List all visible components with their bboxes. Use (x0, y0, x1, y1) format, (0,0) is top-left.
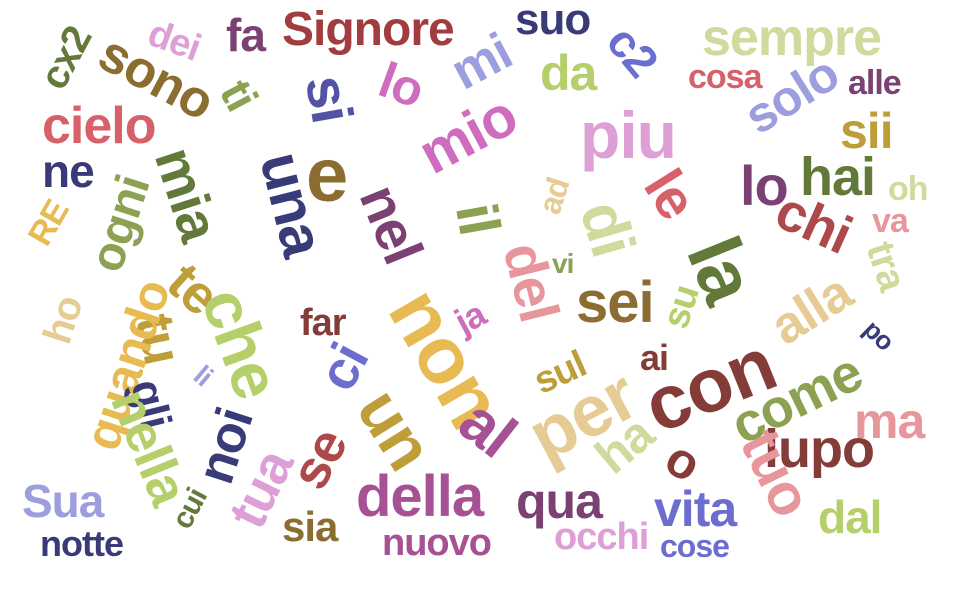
word-22: lo (740, 154, 789, 217)
word-18: piu (580, 98, 677, 172)
word-78: occhi (554, 516, 649, 558)
word-44: far (300, 302, 347, 344)
word-32: ogni (79, 169, 161, 279)
word-11: mi (441, 22, 521, 102)
word-10: lo (371, 51, 431, 119)
word-7: cx2 (31, 19, 101, 97)
word-34: di (566, 193, 648, 264)
word-19: mio (408, 82, 528, 187)
word-74: Sua (22, 475, 104, 527)
word-79: notte (40, 523, 124, 564)
word-13: cosa (688, 58, 762, 96)
word-35: RE (20, 193, 77, 253)
word-24: oh (888, 170, 929, 208)
word-0: Signore (282, 3, 455, 56)
word-15: cielo (42, 97, 156, 155)
word-43: ho (35, 290, 92, 350)
word-41: sei (576, 270, 655, 335)
word-37: tra (857, 236, 915, 296)
word-71: della (356, 464, 484, 529)
word-25: mia (142, 139, 232, 249)
word-2: suo (515, 0, 591, 44)
word-77: sia (282, 503, 338, 550)
word-21: ne (42, 145, 95, 197)
word-51: ci (306, 333, 381, 401)
word-59: ma (854, 393, 925, 449)
word-47: po (857, 313, 901, 357)
word-14: alle (848, 64, 902, 102)
word-1: fa (226, 9, 266, 61)
word-46: alla (760, 263, 862, 357)
word-3: sempre (702, 9, 882, 67)
word-5: c2 (596, 15, 669, 87)
word-73: vita (654, 481, 737, 537)
word-52: ai (640, 337, 669, 378)
word-31: va (872, 202, 909, 240)
word-28: il (442, 198, 513, 240)
word-81: cose (660, 528, 730, 564)
word-20: e (306, 133, 348, 218)
word-72: qua (516, 473, 603, 529)
word-38: vi (552, 248, 574, 279)
word-17: sii (840, 103, 894, 159)
word-12: da (540, 45, 597, 101)
word-80: nuovo (382, 522, 492, 564)
word-27: nel (347, 175, 436, 272)
word-58: li (187, 359, 219, 392)
word-9: si (292, 70, 365, 128)
word-75: dal (818, 491, 882, 543)
word-48: che (187, 278, 296, 408)
word-63: lupo (764, 419, 875, 479)
word-23: hai (800, 147, 876, 207)
